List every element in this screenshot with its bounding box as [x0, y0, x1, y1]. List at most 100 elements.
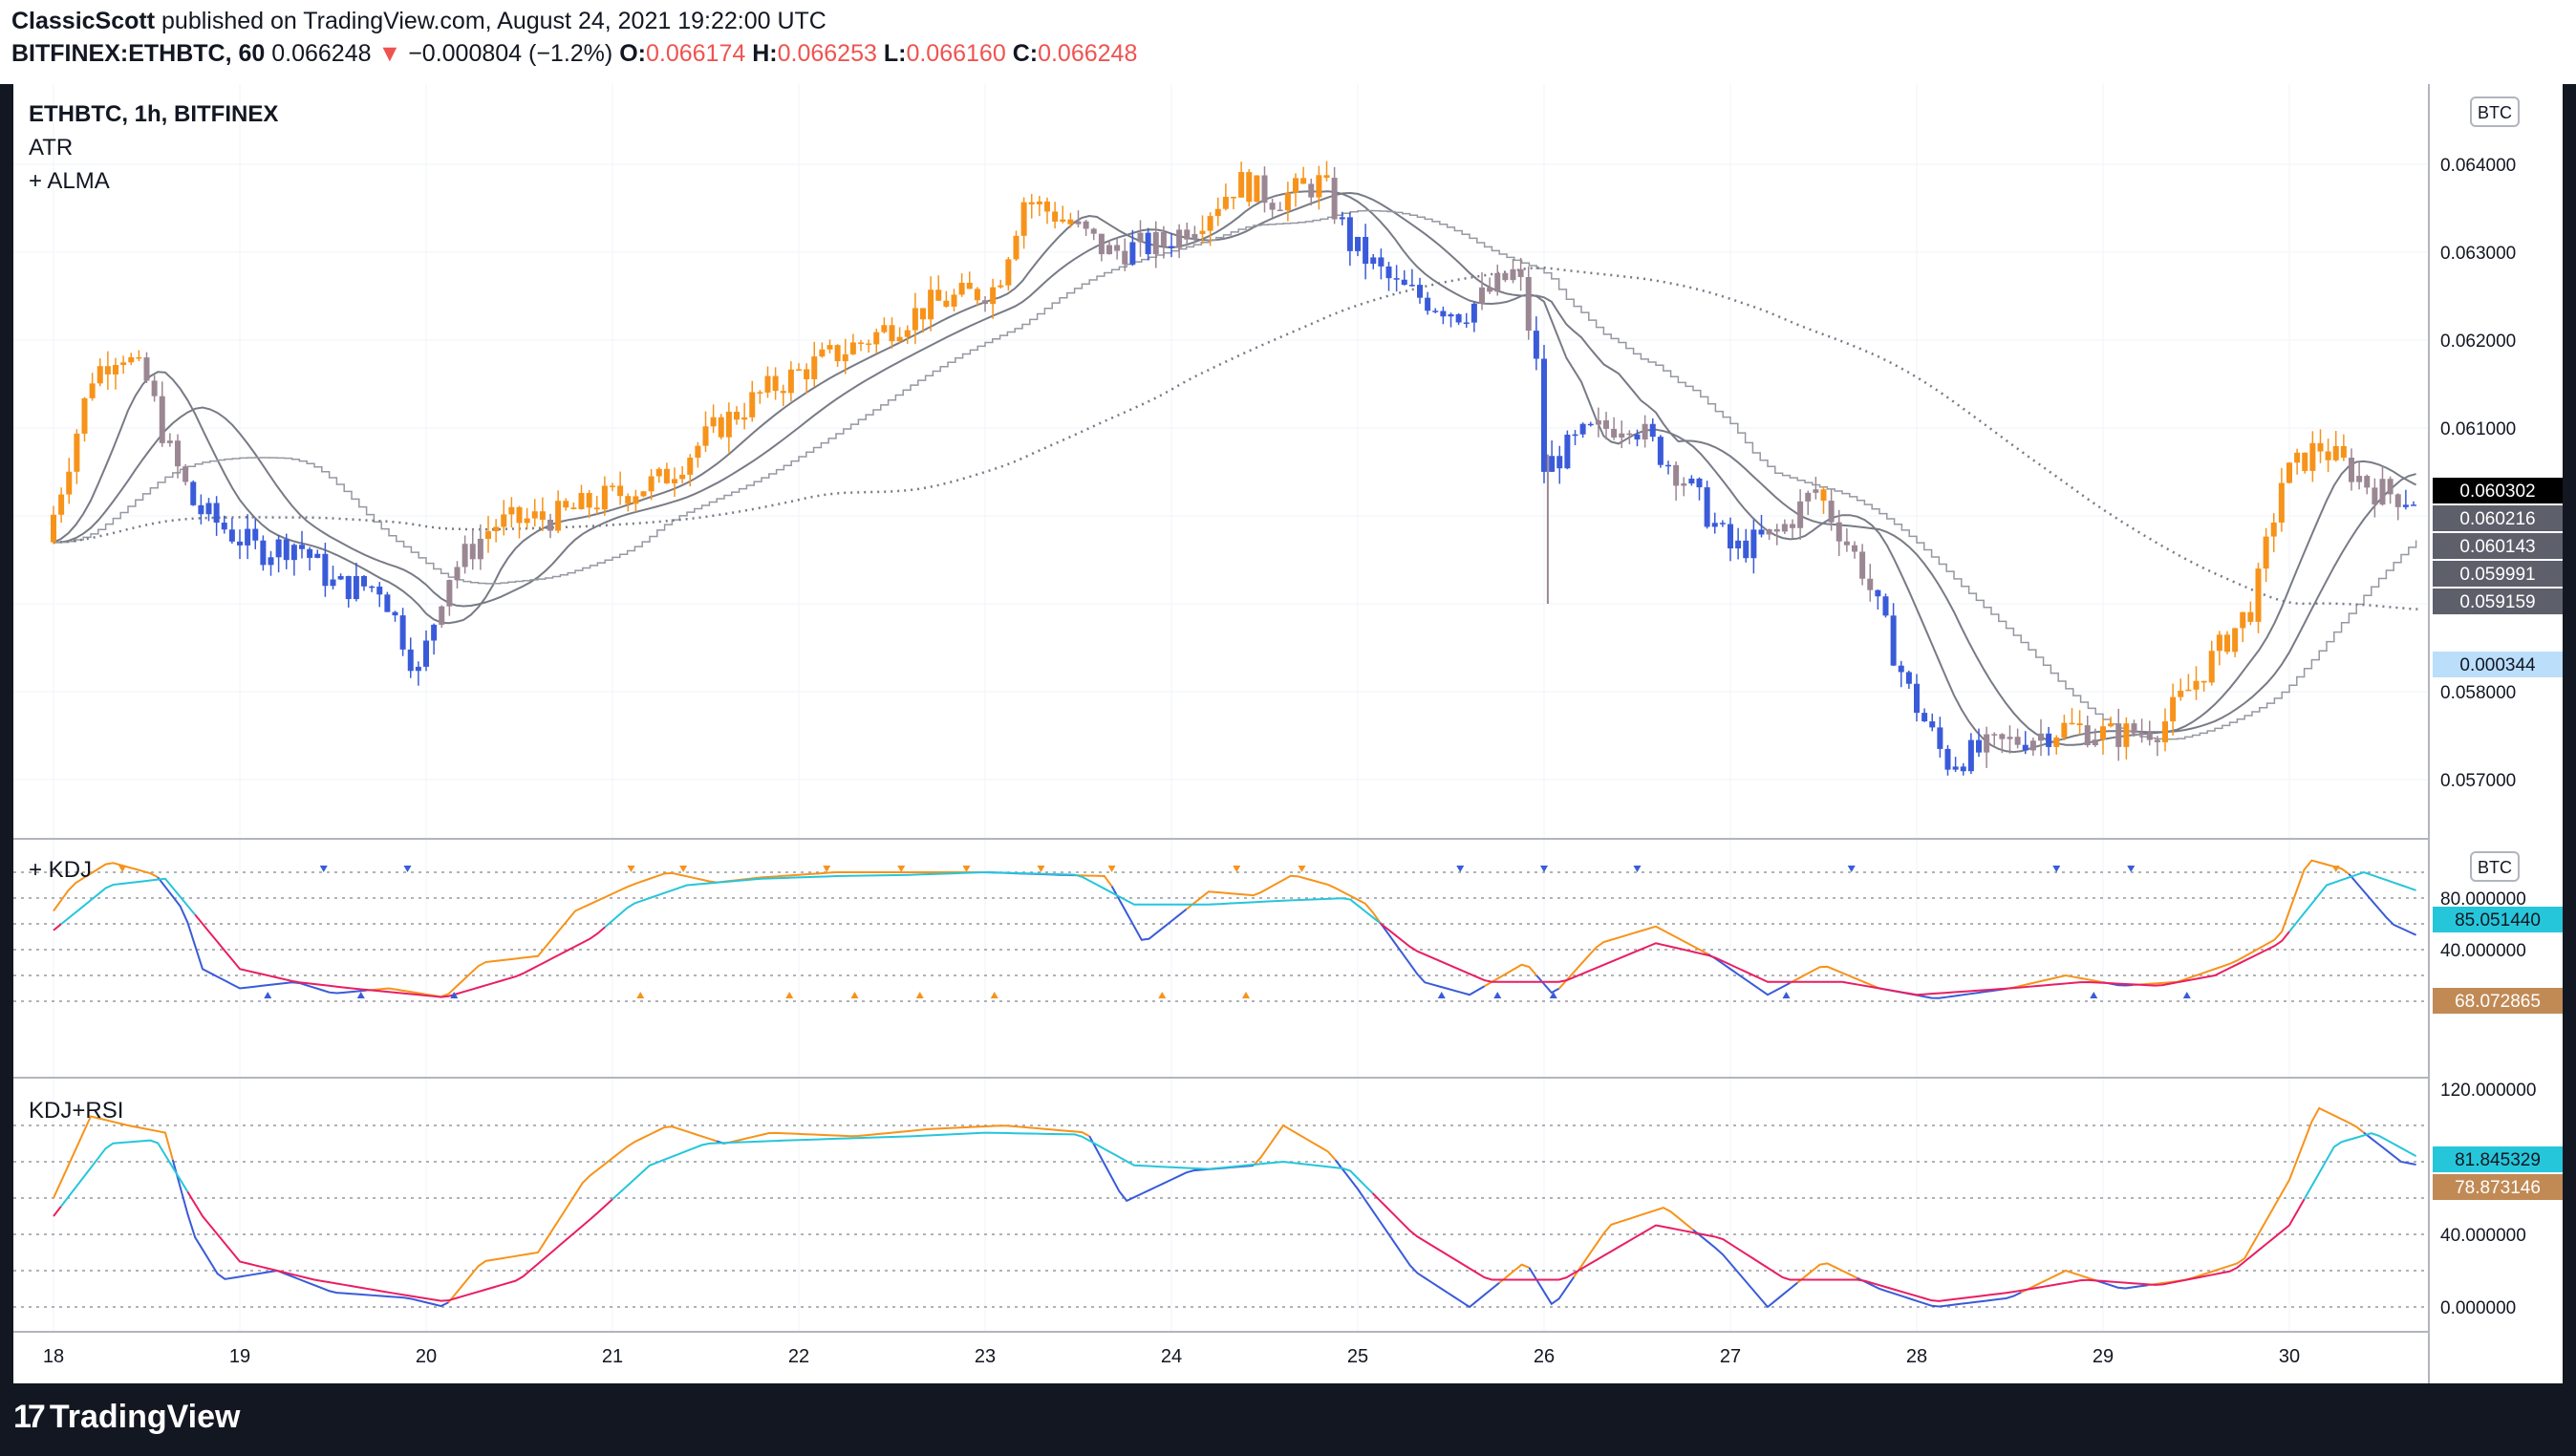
signal-marker-up [1493, 992, 1502, 998]
candle-body [1696, 478, 1703, 488]
candle-body [570, 507, 577, 509]
alma-indicator-label[interactable]: + ALMA [29, 168, 110, 194]
candle-body [1494, 272, 1501, 292]
candle-body [1649, 423, 1656, 438]
candle-body [1316, 175, 1322, 198]
osc-tick: 40.000000 [2440, 941, 2526, 961]
signal-marker-up [1158, 992, 1167, 998]
candle-body [1083, 221, 1089, 229]
time-tick: 28 [1906, 1346, 1927, 1367]
candle-body [1595, 419, 1601, 425]
open-label: O: [619, 40, 646, 67]
candle-body [2332, 445, 2339, 460]
candle-body [1735, 540, 1742, 549]
currency-badge-text: BTC [2478, 103, 2512, 122]
candle-body [1611, 428, 1618, 438]
candle-body [819, 349, 826, 357]
candle-body [1790, 524, 1795, 528]
signal-marker-down [962, 866, 971, 872]
kdjrsi-k-line [1796, 1262, 1858, 1284]
candle-body [166, 440, 173, 443]
atr-label: 0.000344 [2459, 655, 2536, 675]
candle-body [1455, 313, 1462, 323]
candle-body [1556, 456, 1563, 469]
signal-marker-down [823, 866, 831, 872]
candle-body [610, 485, 615, 487]
candle-body [1052, 211, 1059, 223]
candle-body [299, 545, 305, 549]
kdjrsi-pane-title[interactable]: KDJ+RSI [29, 1098, 123, 1124]
kdjrsi-label-box [2433, 1146, 2563, 1172]
tradingview-logo[interactable]: 17 TradingView [13, 1399, 240, 1436]
chart-canvas[interactable]: 0.0640000.0630000.0620000.0610000.060000… [0, 84, 2576, 1383]
candle-body [1510, 268, 1516, 281]
candle-body [120, 362, 127, 366]
candle-body [1603, 419, 1609, 429]
candle-body [1929, 721, 1936, 728]
candle-body [399, 615, 406, 650]
signal-marker-up [1782, 992, 1791, 998]
candle-body [951, 294, 957, 307]
candle-body [1835, 522, 1842, 542]
candle-body [2123, 723, 2130, 747]
candle-body [314, 553, 321, 558]
kdjrsi-k-line [2363, 1131, 2416, 1167]
candle-body [81, 397, 88, 434]
currency-badge[interactable] [2470, 96, 2520, 127]
candle-body [1231, 197, 1236, 199]
candle-body [1401, 279, 1407, 286]
candle-body [228, 529, 235, 542]
candle-body [477, 538, 483, 560]
candle-body [912, 308, 918, 331]
kdj-pane-title[interactable]: + KDJ [29, 857, 92, 883]
candle-body [1339, 217, 1345, 220]
signal-marker-up [264, 992, 272, 998]
candle-body [873, 332, 880, 345]
candle-body [2364, 476, 2371, 488]
candle-body [1122, 250, 1128, 265]
candle-body [2317, 442, 2324, 452]
kdj-k-line [1557, 925, 1709, 990]
candle-body [1960, 766, 1966, 772]
candle-body [1199, 230, 1206, 234]
candle-body [547, 519, 553, 531]
publisher-name[interactable]: ClassicScott [11, 8, 156, 34]
candle-body [1587, 423, 1594, 426]
candle-body [524, 518, 530, 524]
candle-body [617, 485, 624, 497]
candle-body [702, 426, 709, 446]
kdjrsi-label: 81.845329 [2455, 1150, 2541, 1170]
candle-body [1937, 727, 1943, 749]
kdj-label: 68.072865 [2455, 992, 2541, 1012]
time-axis[interactable]: 18 19 20 21 22 23 24 25 26 27 28 29 30 [43, 1346, 2300, 1367]
candle-body [772, 375, 779, 392]
candle-body [2372, 487, 2378, 505]
candle-body [2193, 680, 2200, 690]
candle-body [1005, 259, 1012, 286]
kdjrsi-d-line [2303, 1132, 2417, 1200]
kdj-k-line [1535, 974, 1560, 995]
candle-body [695, 445, 701, 459]
signal-marker-up [785, 992, 794, 998]
candle-body [1967, 739, 1974, 772]
candle-body [741, 417, 748, 420]
signal-marker-down [2127, 866, 2136, 872]
candle-body [640, 491, 647, 497]
kdj-d-line [1379, 922, 2290, 996]
candle-body [1254, 175, 1260, 203]
candle-body [2379, 479, 2386, 505]
candle-body [205, 503, 212, 515]
price-label: 0.060302 [2459, 482, 2535, 502]
chart-background [0, 84, 2576, 1383]
kdj-k-line [157, 876, 367, 995]
kdj-currency-badge[interactable] [2470, 851, 2520, 882]
atr-indicator-label[interactable]: ATR [29, 135, 73, 161]
kdjrsi-k-line [1498, 1263, 1530, 1284]
tradingview-brand: TradingView [49, 1399, 241, 1435]
candle-body [143, 357, 150, 381]
candle-body [151, 380, 158, 396]
candle-body [2216, 634, 2222, 652]
price-tick: 0.062000 [2440, 332, 2516, 352]
kdjrsi-label-box [2433, 1174, 2563, 1200]
osc-tick: 0.000000 [2440, 1298, 2516, 1318]
